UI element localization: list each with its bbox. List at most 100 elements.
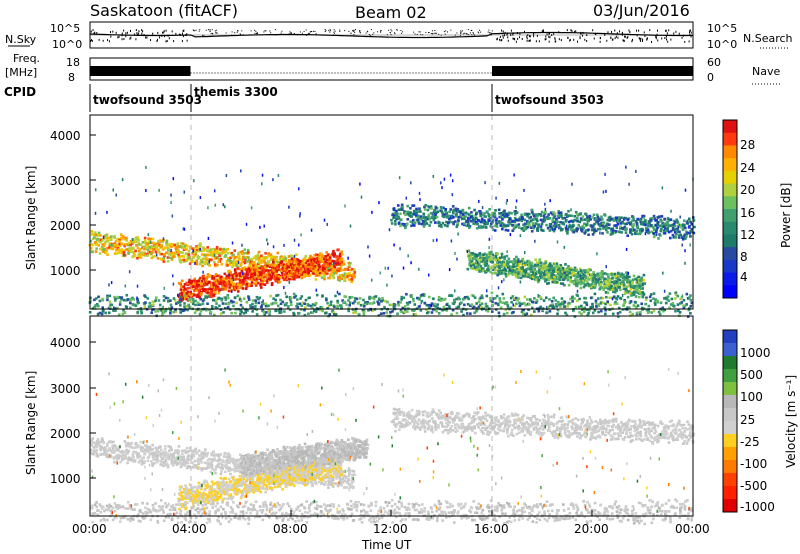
power-cell-band_b: [307, 264, 311, 268]
power-cell-band_c: [444, 211, 448, 214]
power-cell-band_c: [559, 220, 562, 224]
power-cell-band_e: [207, 295, 210, 298]
nsky-point: [690, 35, 692, 38]
power-cell-band_a: [135, 244, 138, 247]
power-cell-band_d: [521, 266, 525, 269]
power-cell-band_b: [340, 253, 344, 256]
power-cell-band_b: [314, 264, 317, 268]
power-cell-band_b: [236, 267, 240, 270]
power-cell-band_a: [207, 253, 211, 257]
power-cell-band_e: [352, 311, 355, 315]
power-cell-band_a: [250, 257, 254, 261]
power-cell-band_a: [256, 255, 259, 258]
nsky-point: [400, 29, 402, 31]
power-cell-band_d: [569, 277, 572, 281]
power-cell-band_c: [624, 231, 628, 234]
power-cell-band_d: [530, 263, 533, 267]
power-cell-band_b: [179, 299, 183, 303]
power-cell-band_b: [245, 281, 248, 284]
power-cell-band_a: [243, 266, 247, 269]
power-cell-band_c: [502, 213, 505, 217]
power-cell-band_e: [379, 312, 383, 316]
power-cell-band_b: [185, 281, 188, 285]
power-cell-band_e: [383, 299, 387, 303]
nsky-point: [182, 35, 184, 38]
power-cell-band_a: [146, 252, 149, 256]
power-cell-band_e: [368, 302, 372, 305]
power-cell-band_e: [376, 300, 380, 304]
power-cell-band_d: [483, 252, 487, 256]
nsky-point: [528, 39, 530, 42]
power-cell-band_c: [652, 214, 656, 218]
power-cell-band_e: [191, 302, 195, 306]
power-cell-band_d: [468, 261, 472, 264]
power-cell-band_c: [684, 226, 687, 230]
power-cell-band_e: [254, 301, 258, 305]
power-cell-band_c: [431, 216, 435, 220]
power-cell-band_d: [538, 260, 541, 264]
power-cell-band_a: [168, 256, 172, 260]
power-cell-band_c: [400, 222, 403, 226]
power-cell-band_b: [217, 291, 221, 295]
power-cell-band_b: [259, 282, 263, 286]
nsky-point: [162, 31, 164, 34]
power-cell-band_e: [179, 295, 182, 299]
power-cell-band_e: [452, 298, 456, 302]
power-cell-band_c: [403, 223, 407, 226]
power-cell-band_a: [243, 248, 247, 251]
nsky-point: [380, 30, 382, 32]
nsky-point: [519, 36, 521, 39]
power-cell-band_b: [259, 286, 263, 289]
power-cell-band_a: [290, 260, 294, 263]
power-cell-band_d: [615, 280, 619, 284]
nsky-point: [548, 40, 550, 43]
power-cell-band_c: [467, 206, 471, 210]
power-cell-band_e: [279, 309, 283, 313]
power-cell-band_c: [688, 232, 691, 235]
power-cell-band_c: [508, 222, 512, 226]
power-cell-band_a: [211, 254, 214, 258]
power-cell-band_c: [397, 208, 401, 212]
power-cell-band_d: [549, 272, 553, 275]
power-cell-band_a: [93, 236, 96, 239]
power-cell-band_d: [485, 259, 489, 263]
power-cell-band_c: [641, 220, 645, 224]
power-cell-band_c: [599, 218, 602, 221]
power-cell-band_c: [525, 222, 528, 225]
power-cell-band_b: [225, 277, 228, 280]
power-cell-band_a: [157, 239, 160, 243]
power-cell-band_b: [307, 259, 310, 262]
power-cell-band_c: [642, 214, 646, 218]
power-cell-band_e: [292, 292, 296, 296]
power-cell-band_a: [124, 236, 128, 240]
power-cell-band_b: [225, 279, 229, 283]
power-cell-band_b: [249, 268, 252, 271]
power-cell-band_d: [597, 275, 601, 279]
power-cell-band_c: [573, 218, 577, 222]
power-cell-band_c: [572, 228, 576, 232]
power-cell-band_c: [445, 220, 448, 224]
power-cell-band_a: [192, 260, 196, 264]
power-cell-band_b: [189, 290, 192, 294]
power-cell-band_c: [425, 222, 429, 225]
power-cell-band_c: [645, 226, 648, 230]
power-cell-band_a: [185, 248, 188, 251]
power-cell-band_a: [94, 250, 98, 253]
nsky-point: [110, 31, 112, 34]
power-cell-band_c: [397, 215, 400, 219]
power-cell-band_d: [561, 266, 565, 270]
power-cell-band_a: [246, 248, 250, 252]
power-cell-band_e: [124, 305, 128, 308]
power-cell-band_b: [228, 286, 231, 289]
power-cell-band_e: [229, 299, 233, 303]
power-cell-band_e: [347, 309, 350, 313]
power-cell-band_a: [218, 257, 221, 261]
power-cell-band_e: [264, 302, 268, 306]
nsky-point: [126, 31, 128, 34]
power-cell-band_a: [346, 266, 350, 269]
power-cell-band_c: [459, 210, 462, 214]
power-cell-band_c: [479, 214, 483, 218]
power-cell-band_d: [475, 259, 479, 263]
power-cell-band_c: [429, 220, 433, 224]
power-cell-band_c: [610, 218, 613, 221]
